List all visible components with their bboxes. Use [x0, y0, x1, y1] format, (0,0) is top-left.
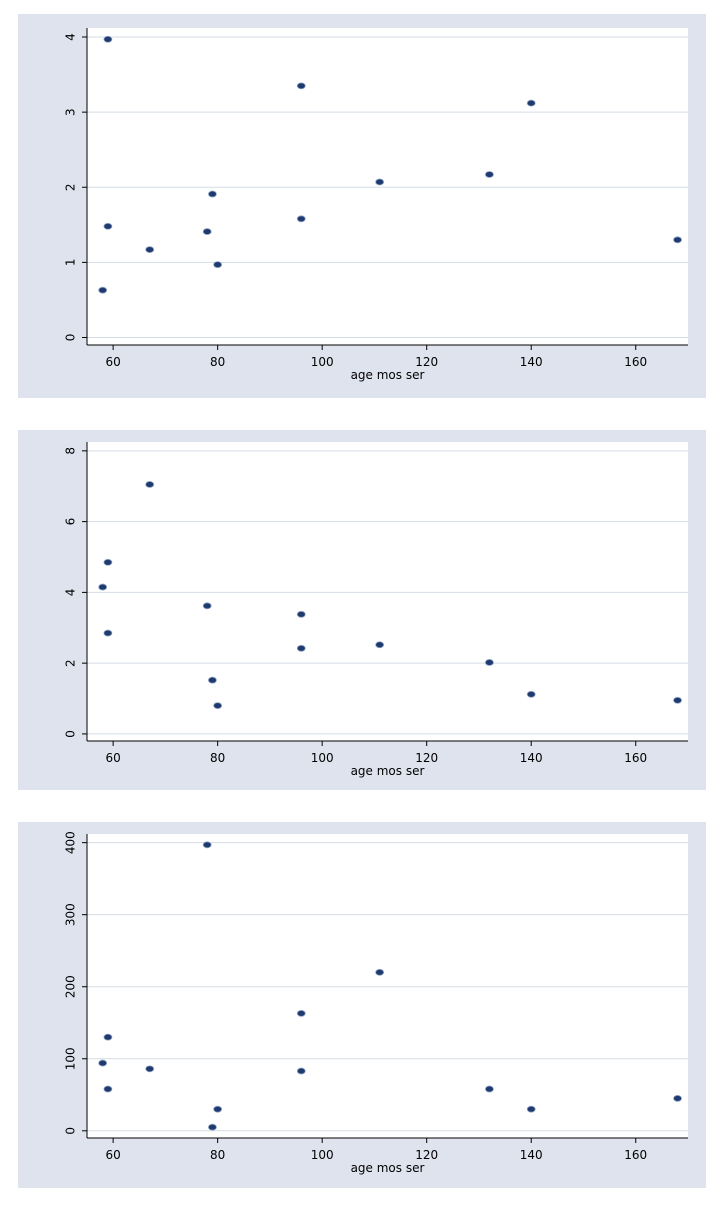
point: [296, 1009, 306, 1017]
point: [526, 99, 536, 107]
point: [526, 1105, 536, 1113]
point: [208, 190, 217, 198]
x-axis-label: age mos ser: [351, 764, 425, 778]
point: [213, 1105, 223, 1113]
point: [98, 286, 108, 294]
y-tick-label: 8: [64, 447, 78, 455]
x-tick-label: 120: [415, 751, 438, 765]
x-tick-label: 120: [415, 1148, 438, 1162]
y-tick-label: 1: [64, 259, 78, 267]
point: [213, 261, 223, 269]
x-tick-label: 80: [210, 751, 225, 765]
point: [485, 1085, 494, 1093]
y-tick-label: 100: [64, 1047, 78, 1070]
x-axis-label: age mos ser: [351, 368, 425, 382]
point: [103, 35, 113, 43]
point: [673, 1094, 682, 1102]
x-tick-label: 120: [415, 355, 438, 369]
point: [375, 968, 385, 976]
point: [202, 602, 212, 610]
point: [202, 841, 212, 849]
x-tick-label: 140: [520, 751, 543, 765]
x-tick-label: 60: [105, 355, 120, 369]
x-axis-label: age mos ser: [351, 1161, 425, 1175]
y-tick-label: 0: [64, 730, 78, 738]
plot-area: [87, 834, 688, 1138]
point: [145, 246, 155, 253]
x-tick-label: 60: [105, 1148, 120, 1162]
point: [375, 178, 385, 186]
point: [103, 222, 113, 230]
point: [202, 228, 212, 235]
point: [485, 171, 494, 178]
point: [103, 629, 113, 637]
plot-area: [87, 442, 688, 741]
x-tick-label: 160: [624, 1148, 647, 1162]
x-tick-label: 100: [311, 751, 334, 765]
y-tick-label: 0: [64, 1127, 78, 1135]
y-tick-label: 3: [64, 108, 78, 116]
point: [673, 236, 682, 244]
y-tick-label: 6: [64, 518, 78, 526]
x-tick-label: 140: [520, 355, 543, 369]
point: [213, 702, 223, 710]
y-tick-label: 2: [64, 183, 78, 191]
point: [296, 82, 306, 90]
point: [485, 659, 494, 666]
point: [208, 676, 217, 684]
y-tick-label: 4: [64, 589, 78, 597]
point: [103, 1085, 113, 1093]
x-tick-label: 160: [624, 751, 647, 765]
plot-area: [87, 28, 688, 345]
point: [375, 641, 385, 649]
point: [673, 696, 682, 704]
x-tick-label: 60: [105, 751, 120, 765]
x-tick-label: 100: [311, 1148, 334, 1162]
x-tick-label: 140: [520, 1148, 543, 1162]
point: [296, 610, 306, 618]
y-tick-label: 4: [64, 33, 78, 41]
y-tick-label: 400: [64, 831, 78, 854]
x-tick-label: 80: [210, 355, 225, 369]
x-tick-label: 160: [624, 355, 647, 369]
point: [145, 481, 155, 488]
point: [296, 215, 306, 223]
point: [103, 1033, 113, 1041]
point: [526, 690, 536, 698]
point: [208, 1123, 217, 1131]
x-tick-label: 100: [311, 355, 334, 369]
point: [296, 1067, 306, 1075]
point: [98, 583, 108, 591]
y-tick-label: 2: [64, 659, 78, 667]
y-tick-label: 0: [64, 334, 78, 342]
point: [145, 1065, 155, 1073]
y-tick-label: 300: [64, 903, 78, 926]
x-tick-label: 80: [210, 1148, 225, 1162]
point: [98, 1059, 108, 1067]
y-tick-label: 200: [64, 975, 78, 998]
point: [103, 558, 113, 566]
point: [296, 644, 306, 652]
